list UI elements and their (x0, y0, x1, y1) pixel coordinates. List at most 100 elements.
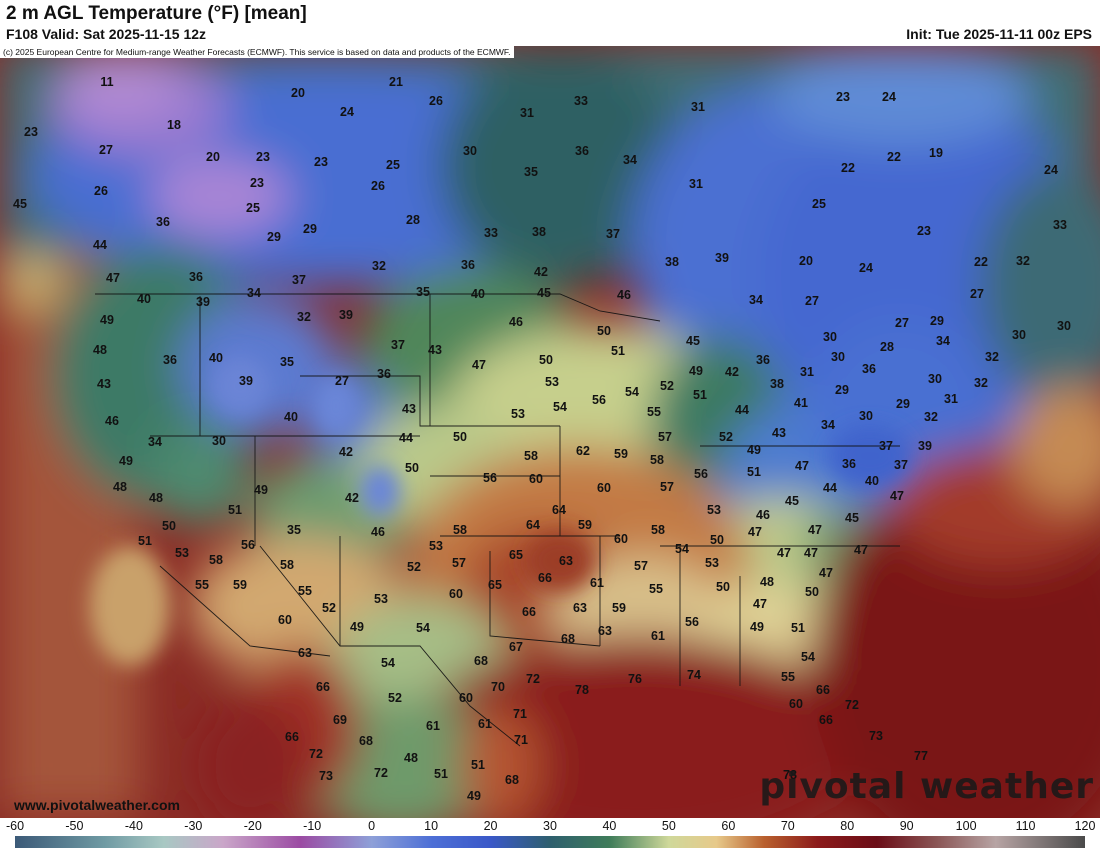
temperature-value: 36 (862, 362, 876, 376)
temperature-value: 26 (371, 179, 385, 193)
scale-tick-label: 20 (483, 819, 498, 833)
temperature-value: 54 (801, 650, 815, 664)
temperature-value: 26 (429, 94, 443, 108)
political-borders (95, 293, 900, 747)
temperature-value: 31 (800, 365, 814, 379)
temperature-value: 47 (804, 546, 818, 560)
temperature-value: 53 (511, 407, 525, 421)
temperature-value: 34 (148, 435, 162, 449)
temperature-value: 49 (254, 483, 268, 497)
temperature-value: 71 (513, 707, 527, 721)
scale-tick-label: 0 (368, 819, 376, 833)
temperature-value: 48 (149, 491, 163, 505)
temperature-value: 45 (785, 494, 799, 508)
temperature-value: 11 (100, 75, 113, 89)
temperature-value: 20 (291, 86, 305, 100)
copyright-notice: (c) 2025 European Centre for Medium-rang… (0, 46, 514, 58)
temperature-value: 47 (808, 523, 822, 537)
temperature-value: 27 (99, 143, 113, 157)
temperature-value: 51 (747, 465, 761, 479)
temperature-value: 61 (651, 629, 665, 643)
temperature-value: 36 (377, 367, 391, 381)
temperature-value: 30 (1057, 319, 1071, 333)
website-link[interactable]: www.pivotalweather.com (14, 797, 180, 813)
temperature-value: 18 (167, 118, 181, 132)
temperature-value: 73 (869, 729, 883, 743)
scale-tick-label: 80 (840, 819, 855, 833)
temperature-value: 32 (985, 350, 999, 364)
temperature-value: 60 (459, 691, 473, 705)
temperature-value: 49 (750, 620, 764, 634)
pivotal-weather-logo: pivotal weather (759, 766, 1094, 807)
temperature-value: 43 (402, 402, 416, 416)
temperature-value: 46 (617, 288, 631, 302)
temperature-value: 32 (974, 376, 988, 390)
temperature-value: 30 (823, 330, 837, 344)
temperature-value: 46 (756, 508, 770, 522)
temperature-value: 36 (461, 258, 475, 272)
temperature-map: 11 21 20 26 33 31 23 24 23 18 31 24 27 20 23 23 25 30 36 34… (0, 46, 1100, 818)
temperature-value: 54 (553, 400, 567, 414)
temperature-value: 42 (534, 265, 548, 279)
temperature-value: 30 (928, 372, 942, 386)
temperature-value: 31 (691, 100, 705, 114)
temperature-value: 46 (509, 315, 523, 329)
temperature-value: 60 (449, 587, 463, 601)
temperature-value: 63 (598, 624, 612, 638)
scale-tick-label: -50 (65, 819, 84, 833)
temperature-value: 54 (416, 621, 430, 635)
temperature-value: 29 (835, 383, 849, 397)
temperature-value: 23 (24, 125, 38, 139)
init-time: Init: Tue 2025-11-11 00z EPS (906, 26, 1092, 42)
temperature-value: 42 (725, 365, 739, 379)
temperature-value: 39 (239, 374, 253, 388)
temperature-value: 23 (256, 150, 270, 164)
temperature-value: 53 (374, 592, 388, 606)
temperature-value: 27 (805, 294, 819, 308)
temperature-value: 55 (647, 405, 661, 419)
temperature-value: 47 (854, 543, 868, 557)
temperature-value: 44 (93, 238, 107, 252)
temperature-value: 24 (340, 105, 354, 119)
temperature-value: 55 (781, 670, 795, 684)
temperature-value: 54 (381, 656, 395, 670)
temperature-value: 49 (689, 364, 703, 378)
temperature-value: 45 (686, 334, 700, 348)
temperature-value: 64 (526, 518, 540, 532)
temperature-value: 66 (538, 571, 552, 585)
map-canvas: 11 21 20 26 33 31 23 24 23 18 31 24 27 20 23 23 25 30 36 34… (0, 46, 1100, 818)
temperature-value: 34 (936, 334, 950, 348)
temperature-value: 23 (250, 176, 264, 190)
scale-tick-label: -10 (303, 819, 322, 833)
temperature-value: 56 (592, 393, 606, 407)
temperature-value: 23 (917, 224, 931, 238)
temperature-value: 53 (545, 375, 559, 389)
scale-tick-label: 50 (661, 819, 676, 833)
temperature-value: 58 (524, 449, 538, 463)
temperature-value: 36 (575, 144, 589, 158)
scale-tick-label: 10 (424, 819, 439, 833)
temperature-value: 33 (574, 94, 588, 108)
temperature-value: 66 (285, 730, 299, 744)
temperature-value: 33 (484, 226, 498, 240)
temperature-value: 22 (974, 255, 988, 269)
temperature-value: 25 (812, 197, 826, 211)
temperature-value: 53 (705, 556, 719, 570)
temperature-value: 37 (292, 273, 306, 287)
temperature-value: 43 (97, 377, 111, 391)
temperature-value: 43 (772, 426, 786, 440)
temperature-value: 59 (578, 518, 592, 532)
temperature-value: 51 (228, 503, 242, 517)
temperature-value: 36 (156, 215, 170, 229)
temperature-value: 22 (841, 161, 855, 175)
temperature-value: 56 (241, 538, 255, 552)
temperature-value: 70 (491, 680, 505, 694)
temperature-value: 24 (1044, 163, 1058, 177)
temperature-value: 29 (930, 314, 944, 328)
temperature-value: 38 (532, 225, 546, 239)
temperature-value: 58 (209, 553, 223, 567)
temperature-value: 49 (350, 620, 364, 634)
temperature-value: 39 (196, 295, 210, 309)
temperature-detail (90, 356, 910, 666)
temperature-value: 24 (859, 261, 873, 275)
